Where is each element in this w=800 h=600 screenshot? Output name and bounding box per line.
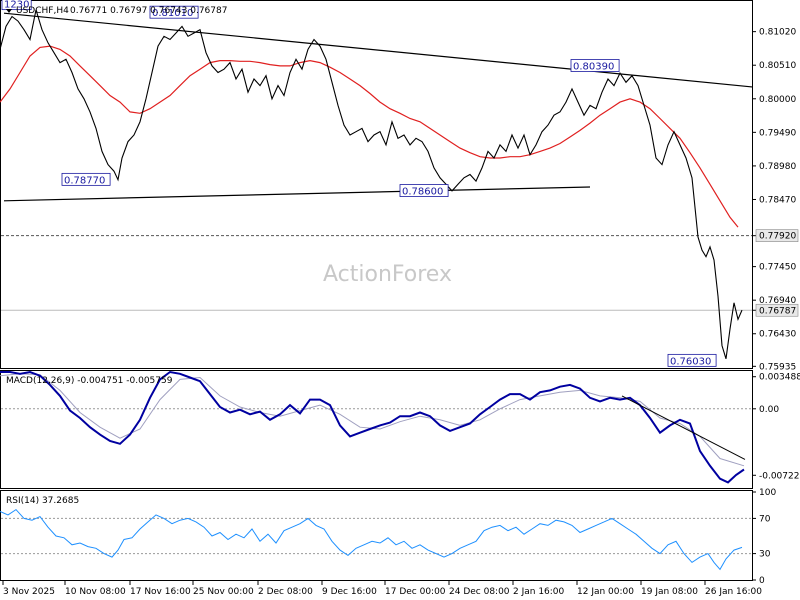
time-tick-label-6: 17 Dec 00:00 (385, 587, 446, 597)
price-label-2: 0.78600 (402, 187, 443, 198)
price-tick-label-1: 0.80510 (759, 61, 796, 71)
rsi-layer (0, 508, 752, 571)
price-tick-label-10: 0.76430 (759, 330, 796, 340)
time-tick-label-10: 19 Jan 08:00 (641, 587, 698, 597)
time-tick-label-3: 25 Nov 00:00 (193, 587, 254, 597)
price-tick-label-4: 0.78980 (759, 162, 796, 172)
price-tick-label-9: 0.76787 (759, 306, 796, 316)
price-tick-label-11: 0.75935 (759, 362, 796, 372)
price-line (0, 9, 743, 359)
price-label-box-1 (61, 172, 111, 186)
price-tick-highlight-6 (755, 229, 799, 242)
time-tick-label-7: 24 Dec 08:00 (449, 587, 510, 597)
rsi-title: RSI(14) 37.2685 (6, 496, 79, 506)
rsi-tick-label-0: 100 (759, 488, 776, 498)
rsi-tick-label-1: 70 (759, 514, 771, 524)
price-label-box-2 (399, 184, 449, 197)
price-label-5: 1230 (4, 0, 29, 11)
axis-layer: 0.81020 0.80510 0.80000 0.79490 0.78980 0.784… (2, 28, 800, 597)
time-tick-label-9: 12 Jan 00:00 (577, 587, 634, 597)
price-tick-label-5: 0.78470 (759, 195, 796, 205)
macd-title: MACD(12,26,9) -0.004751 -0.005759 (6, 376, 173, 386)
price-tick-label-0: 0.81020 (759, 28, 796, 38)
rsi-tick-label-3: 0 (759, 576, 765, 586)
moving-average-line (0, 45, 739, 228)
price-tick-label-2: 0.80000 (759, 95, 796, 105)
rsi-line (0, 508, 743, 571)
rsi-panel (0, 490, 753, 581)
trendline-0 (3, 12, 753, 88)
trendline-1 (3, 186, 591, 202)
price-label-box-3 (570, 59, 620, 72)
symbol-title: USDCHF,H4 (16, 6, 69, 16)
time-tick-label-2: 17 Nov 16:00 (130, 587, 191, 597)
price-tick-label-7: 0.77450 (759, 263, 796, 273)
macd-line (0, 370, 745, 484)
time-tick-label-4: 2 Dec 08:00 (258, 587, 313, 597)
macd-trendline (621, 395, 746, 460)
price-tick-label-8: 0.76940 (759, 296, 796, 306)
rsi-tick-label-2: 30 (759, 550, 771, 560)
price-label-box-0 (149, 5, 199, 19)
macd-tick-label-1: 0.00 (759, 405, 779, 415)
price-label-box-4 (667, 353, 717, 367)
price-tick-label-6: 0.77920 (759, 232, 796, 242)
macd-tick-label-0: 0.003488 (759, 373, 800, 383)
price-tick-highlight-9 (755, 303, 799, 317)
ohlc-readout: 0.76771 0.76797 0.76743 0.76787 (70, 6, 227, 16)
price-label-4: 0.76030 (670, 356, 711, 367)
macd-panel (0, 370, 753, 489)
collapse-triangle-icon[interactable] (6, 9, 12, 13)
price-label-0: 0.81010 (152, 8, 193, 19)
price-label-box-5 (1, 0, 32, 11)
time-tick-label-1: 10 Nov 08:00 (65, 587, 126, 597)
watermark: ActionForex (323, 262, 452, 287)
price-label-3: 0.80390 (573, 62, 614, 73)
time-tick-label-5: 9 Dec 16:00 (322, 587, 377, 597)
time-tick-label-0: 3 Nov 2025 (3, 587, 55, 597)
price-panel (0, 0, 753, 369)
price-tick-label-3: 0.79490 (759, 128, 796, 138)
price-header: USDCHF,H4 0.76771 0.76797 0.76743 0.7678… (6, 6, 227, 16)
macd-tick-label-2: -0.007226 (759, 471, 800, 481)
price-layer: 0.81010 0.78770 0.78600 0.80390 0.76030 1230 (0, 0, 753, 367)
price-label-1: 0.78770 (64, 175, 105, 186)
time-tick-label-11: 26 Jan 16:00 (705, 587, 762, 597)
time-tick-label-8: 2 Jan 16:00 (513, 587, 565, 597)
macd-layer (0, 370, 752, 484)
